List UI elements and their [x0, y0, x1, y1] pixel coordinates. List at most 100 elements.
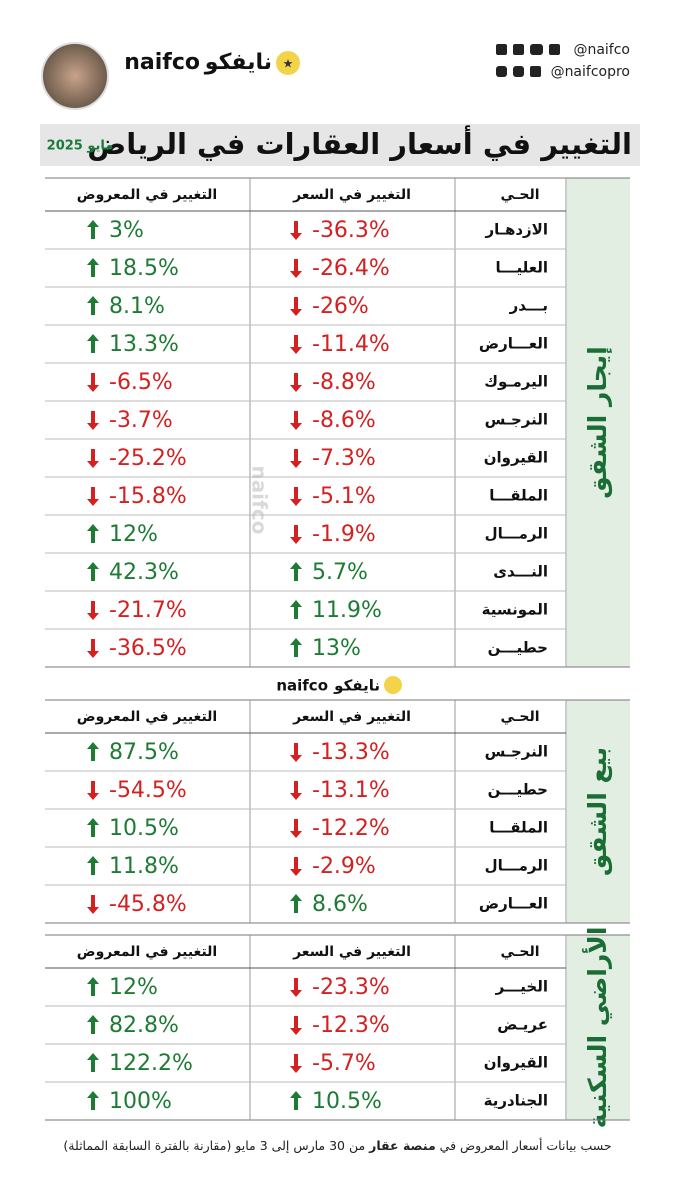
listing-change: -21.7% — [109, 598, 187, 623]
arrow-down — [87, 639, 99, 658]
price-change: -23.3% — [312, 975, 390, 1000]
price-change: -8.8% — [312, 370, 376, 395]
arrow-down — [290, 487, 302, 506]
column-header: التغيير في المعروض — [77, 187, 217, 203]
brand-ar: نايفكو — [333, 677, 380, 695]
price-change: -8.6% — [312, 408, 376, 433]
arrow-up — [87, 742, 99, 761]
district: النرجـس — [485, 743, 548, 761]
arrow-up — [87, 296, 99, 315]
listing-change: 13.3% — [109, 332, 179, 357]
arrow-down — [290, 525, 302, 544]
arrow-up — [290, 562, 302, 581]
district: اليرمـوك — [484, 373, 548, 391]
district: الرمـــال — [485, 857, 548, 875]
arrow-down — [87, 449, 99, 468]
section-label: بيع الشقق — [583, 747, 613, 876]
listing-change: 82.8% — [109, 1013, 179, 1038]
arrow-down — [290, 978, 302, 997]
handle: @naifco — [573, 42, 630, 58]
district: الملقـــا — [489, 487, 548, 505]
title-band — [40, 124, 640, 166]
arrow-down — [87, 895, 99, 914]
listing-change: -45.8% — [109, 892, 187, 917]
date: مايو 2025 — [47, 139, 114, 154]
arrow-down — [87, 601, 99, 620]
district: الازدهـار — [485, 221, 548, 239]
section-label: الأراضي السكنية — [582, 927, 612, 1129]
arrow-down — [290, 819, 302, 838]
arrow-down — [87, 781, 99, 800]
arrow-down — [87, 411, 99, 430]
price-change: -5.1% — [312, 484, 376, 509]
price-change: -12.3% — [312, 1013, 390, 1038]
arrow-down — [290, 1016, 302, 1035]
watermark: naifco — [248, 466, 272, 535]
arrow-down — [290, 335, 302, 354]
district: الجنادرية — [484, 1092, 548, 1110]
district: عريـض — [497, 1016, 548, 1034]
listing-change: 10.5% — [109, 816, 179, 841]
badge-star: ★ — [283, 57, 294, 71]
district: العليـــا — [496, 259, 549, 277]
district: النـــدى — [493, 563, 548, 581]
arrow-up — [290, 638, 302, 657]
arrow-down — [87, 373, 99, 392]
district: العـــارض — [479, 895, 548, 913]
price-change: 5.7% — [312, 560, 368, 585]
price-change: -12.2% — [312, 816, 390, 841]
column-header: الحـي — [500, 187, 539, 203]
district: القيروان — [484, 449, 548, 467]
price-change: -26% — [312, 294, 369, 319]
section-label: إيجار الشقق — [583, 346, 613, 498]
arrow-up — [290, 600, 302, 619]
arrow-down — [290, 743, 302, 762]
arrow-down — [290, 1054, 302, 1073]
arrow-up — [87, 334, 99, 353]
price-change: 10.5% — [312, 1089, 382, 1114]
price-change: -13.3% — [312, 740, 390, 765]
handle: @naifcopro — [551, 64, 630, 80]
price-change: 13% — [312, 636, 361, 661]
column-header: الحـي — [500, 709, 539, 725]
listing-change: -36.5% — [109, 636, 187, 661]
arrow-up — [87, 258, 99, 277]
title: التغيير في أسعار العقارات في الرياض — [87, 125, 632, 161]
arrow-down — [290, 857, 302, 876]
arrow-down — [87, 487, 99, 506]
footer-text: حسب بيانات أسعار المعروض في — [435, 1138, 612, 1153]
badge — [276, 51, 300, 75]
listing-change: -15.8% — [109, 484, 187, 509]
badge — [384, 676, 402, 694]
district: الرمـــال — [485, 525, 548, 543]
listing-change: -54.5% — [109, 778, 187, 803]
avatar — [41, 42, 109, 110]
arrow-up — [87, 1015, 99, 1034]
watermark-text: naifco — [248, 466, 272, 535]
section-label-box — [567, 700, 630, 923]
arrow-up — [87, 1053, 99, 1072]
arrow-up — [87, 220, 99, 239]
arrow-down — [290, 781, 302, 800]
listing-change: 12% — [109, 975, 158, 1000]
price-change: -7.3% — [312, 446, 376, 471]
price-change: -11.4% — [312, 332, 390, 357]
price-change: -2.9% — [312, 854, 376, 879]
section-label-box — [567, 178, 630, 667]
listing-change: 87.5% — [109, 740, 179, 765]
listing-change: -25.2% — [109, 446, 187, 471]
arrow-up — [290, 894, 302, 913]
arrow-down — [290, 411, 302, 430]
district: بـــدر — [509, 297, 548, 315]
column-header: التغيير في السعر — [292, 187, 411, 203]
arrow-down — [290, 221, 302, 240]
listing-change: 11.8% — [109, 854, 179, 879]
price-change: -1.9% — [312, 522, 376, 547]
listing-change: 18.5% — [109, 256, 179, 281]
arrow-up — [87, 856, 99, 875]
arrow-up — [87, 977, 99, 996]
district: المونسية — [482, 601, 548, 619]
column-header: التغيير في السعر — [292, 944, 411, 960]
column-header: التغيير في المعروض — [77, 709, 217, 725]
